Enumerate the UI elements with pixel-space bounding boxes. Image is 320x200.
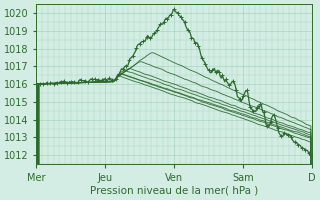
X-axis label: Pression niveau de la mer( hPa ): Pression niveau de la mer( hPa ): [90, 186, 258, 196]
